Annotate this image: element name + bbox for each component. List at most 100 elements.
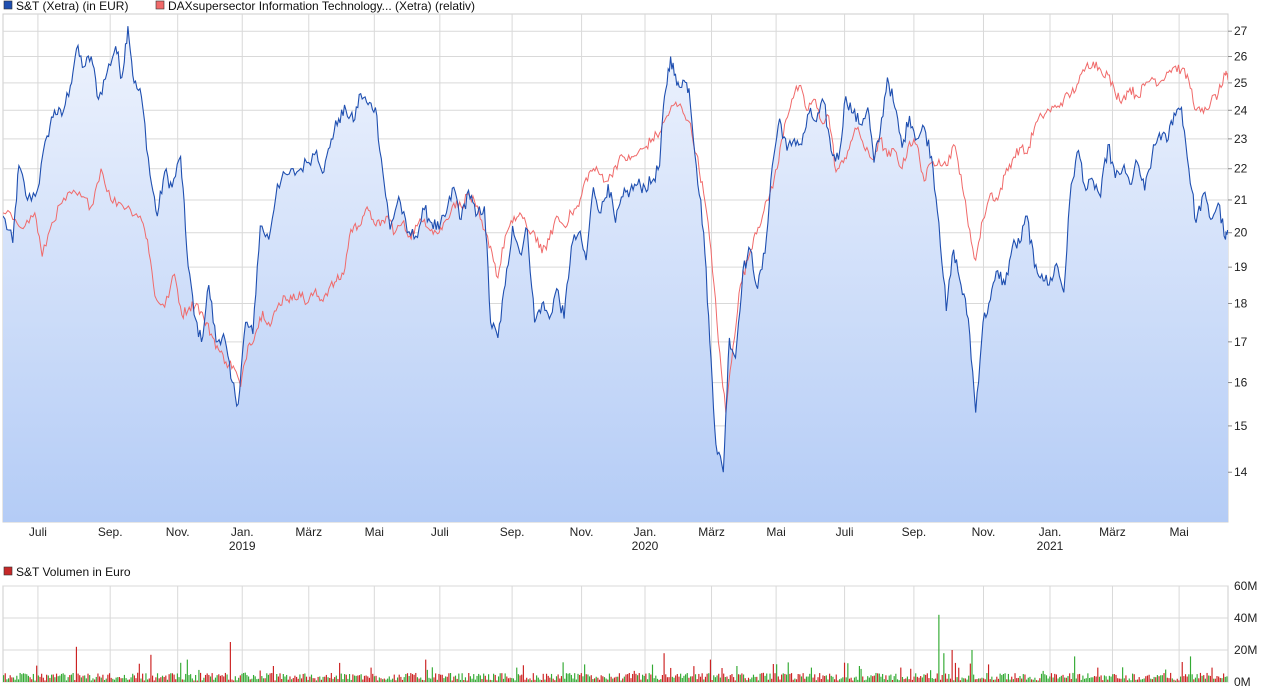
volume-bar: [1004, 673, 1006, 682]
volume-bar: [906, 676, 909, 682]
volume-bar: [416, 677, 419, 682]
volume-bar: [1166, 677, 1168, 682]
volume-bar: [764, 675, 766, 682]
volume-bar: [830, 675, 832, 682]
volume-bar: [1211, 667, 1213, 682]
volume-bar: [953, 680, 955, 682]
volume-bar: [496, 680, 498, 682]
volume-bar: [320, 679, 322, 682]
volume-bar: [901, 677, 904, 682]
volume-bar: [939, 679, 942, 682]
volume-bar: [171, 673, 174, 682]
volume-bar: [751, 677, 753, 682]
volume-bar: [812, 677, 814, 682]
volume-bar: [557, 674, 559, 682]
volume-bar: [522, 665, 524, 682]
volume-bar: [575, 679, 577, 682]
volume-bar: [342, 679, 344, 682]
volume-bar: [112, 678, 114, 682]
volume-bar: [694, 674, 697, 682]
volume-bar: [335, 675, 337, 682]
volume-bar: [994, 679, 996, 682]
volume-bar: [723, 673, 725, 682]
volume-bar: [1178, 680, 1180, 682]
x-tick-label: Juli: [431, 525, 449, 539]
volume-bar: [153, 680, 155, 682]
x-tick-label: Nov.: [166, 525, 190, 539]
volume-bar: [1088, 677, 1091, 682]
volume-bar: [759, 673, 761, 682]
volume-bar: [868, 677, 870, 682]
volume-bar: [279, 673, 281, 682]
volume-bar: [352, 674, 354, 682]
volume-bar: [943, 653, 945, 682]
volume-bar: [810, 667, 812, 682]
volume-bar: [852, 680, 854, 682]
volume-bar: [390, 679, 392, 682]
volume-bar: [1107, 679, 1109, 682]
volume-bar: [1136, 679, 1139, 682]
x-tick-label: Mai: [365, 525, 384, 539]
volume-bar: [1055, 674, 1057, 682]
volume-bar: [1098, 676, 1101, 682]
volume-bar: [1026, 679, 1028, 682]
volume-bar: [300, 678, 303, 682]
volume-bar: [198, 669, 200, 682]
volume-bar: [910, 668, 912, 682]
volume-bar: [130, 677, 132, 682]
volume-bar: [388, 676, 390, 682]
volume-bar: [246, 675, 248, 682]
volume-bar: [1100, 675, 1102, 682]
volume-bar: [363, 675, 366, 682]
volume-bar: [473, 674, 475, 682]
volume-bar: [257, 678, 260, 682]
volume-bar: [16, 675, 18, 682]
volume-bar: [805, 676, 808, 682]
x-tick-label: Nov.: [570, 525, 594, 539]
volume-bar: [880, 676, 882, 682]
volume-bar: [577, 673, 579, 682]
volume-bar: [733, 677, 735, 682]
volume-bar: [511, 678, 513, 682]
volume-bar: [509, 677, 511, 682]
volume-bar: [292, 678, 294, 682]
volume-bar: [1065, 677, 1067, 682]
volume-bar: [1135, 679, 1137, 682]
volume-bar: [966, 679, 968, 682]
volume-bar: [693, 666, 695, 682]
volume-bar: [663, 653, 665, 682]
volume-bar: [648, 673, 650, 682]
volume-bar: [701, 673, 703, 682]
volume-bar: [1090, 677, 1092, 682]
volume-bar: [413, 674, 415, 682]
volume-bar: [1194, 677, 1197, 682]
volume-bar: [729, 675, 731, 682]
volume-bar: [181, 679, 183, 682]
volume-bar: [1102, 680, 1104, 682]
sector-line: [3, 61, 1228, 413]
volume-bar: [24, 673, 26, 682]
volume-bar: [479, 675, 481, 682]
volume-bar: [1171, 678, 1173, 682]
volume-bar: [4, 673, 6, 682]
volume-bar: [459, 679, 462, 682]
volume-bar: [584, 664, 586, 682]
volume-bar: [807, 676, 809, 682]
volume-bar: [161, 675, 164, 682]
volume-bar: [304, 673, 306, 682]
y-tick-label: 25: [1234, 76, 1248, 90]
volume-bar: [310, 674, 313, 682]
volume-bar: [618, 673, 620, 682]
volume-bar: [55, 673, 58, 682]
volume-bar: [54, 677, 56, 682]
volume-bar: [1196, 674, 1198, 682]
y-tick-label: 22: [1234, 162, 1248, 176]
volume-bar: [21, 674, 23, 682]
volume-bar: [373, 676, 375, 682]
volume-bar: [792, 679, 794, 682]
volume-bar: [425, 659, 427, 682]
volume-bar: [802, 673, 804, 682]
volume-bar: [633, 670, 635, 682]
volume-bar: [160, 677, 162, 682]
y-tick-label: 21: [1234, 193, 1248, 207]
